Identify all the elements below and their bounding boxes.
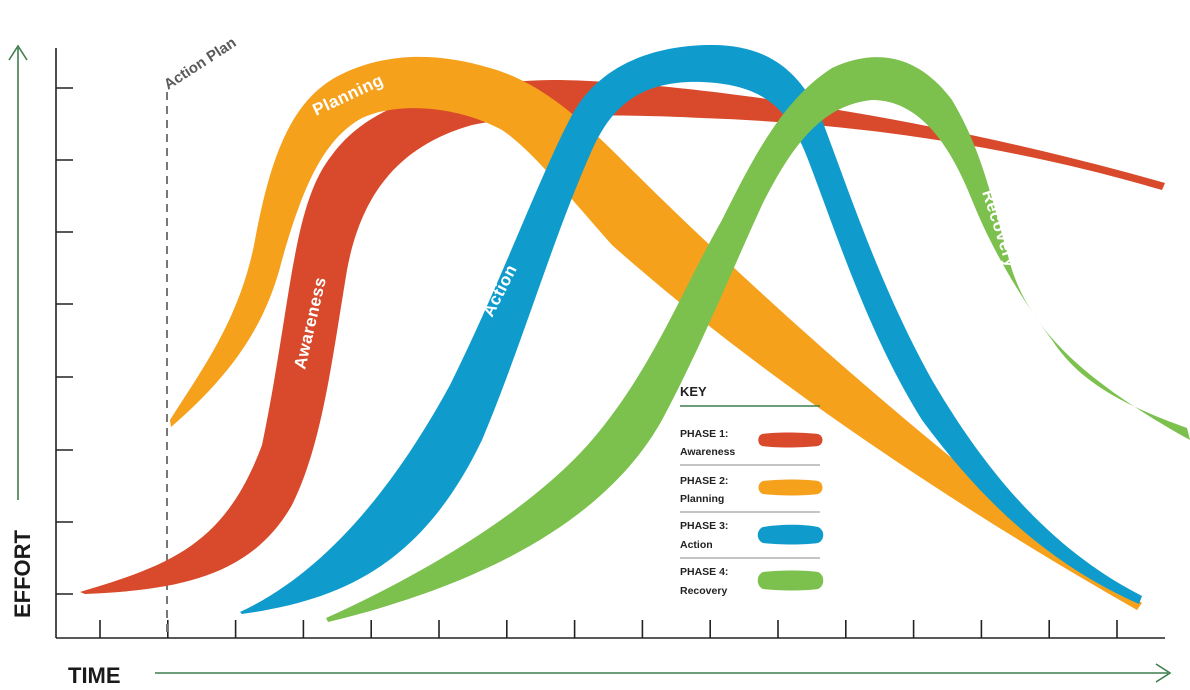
key-item-phase-1: PHASE 1: Awareness: [680, 428, 823, 458]
key-item-phase-2: PHASE 2: Planning: [680, 475, 823, 505]
key-phase-3-name: Action: [680, 539, 713, 551]
key-title: KEY: [680, 384, 707, 399]
plot-axes: [55, 48, 1165, 639]
key-swatch-planning: [758, 479, 823, 496]
key-phase-2-number: PHASE 2:: [680, 475, 728, 487]
key-swatch-awareness: [758, 432, 823, 448]
key-swatch-action: [757, 524, 824, 545]
key-phase-4-name: Recovery: [680, 585, 727, 597]
x-axis-label: TIME: [68, 663, 121, 688]
key-phase-1-number: PHASE 1:: [680, 428, 728, 440]
x-axis-arrow: [155, 663, 1172, 683]
key-item-phase-4: PHASE 4: Recovery: [680, 566, 824, 597]
key-swatch-recovery: [757, 570, 824, 591]
key-legend: KEY PHASE 1: Awareness PHASE 2: Planning…: [680, 384, 824, 597]
y-axis-label: EFFORT: [10, 529, 35, 618]
phase-recovery-ribbon: [326, 57, 1190, 623]
key-item-phase-3: PHASE 3: Action: [680, 520, 824, 551]
key-phase-4-number: PHASE 4:: [680, 566, 728, 578]
key-phase-3-number: PHASE 3:: [680, 520, 728, 532]
x-axis-ticks: [99, 620, 1118, 638]
phase-planning-ribbon: [170, 56, 1142, 611]
key-phase-1-name: Awareness: [680, 446, 735, 458]
y-axis-ticks: [56, 87, 73, 595]
action-plan-label: Action Plan: [161, 34, 239, 93]
key-phase-2-name: Planning: [680, 493, 724, 505]
phase-awareness-ribbon: [80, 80, 1165, 594]
phase-action-ribbon: [240, 45, 1142, 614]
y-axis-arrow: [8, 44, 28, 500]
